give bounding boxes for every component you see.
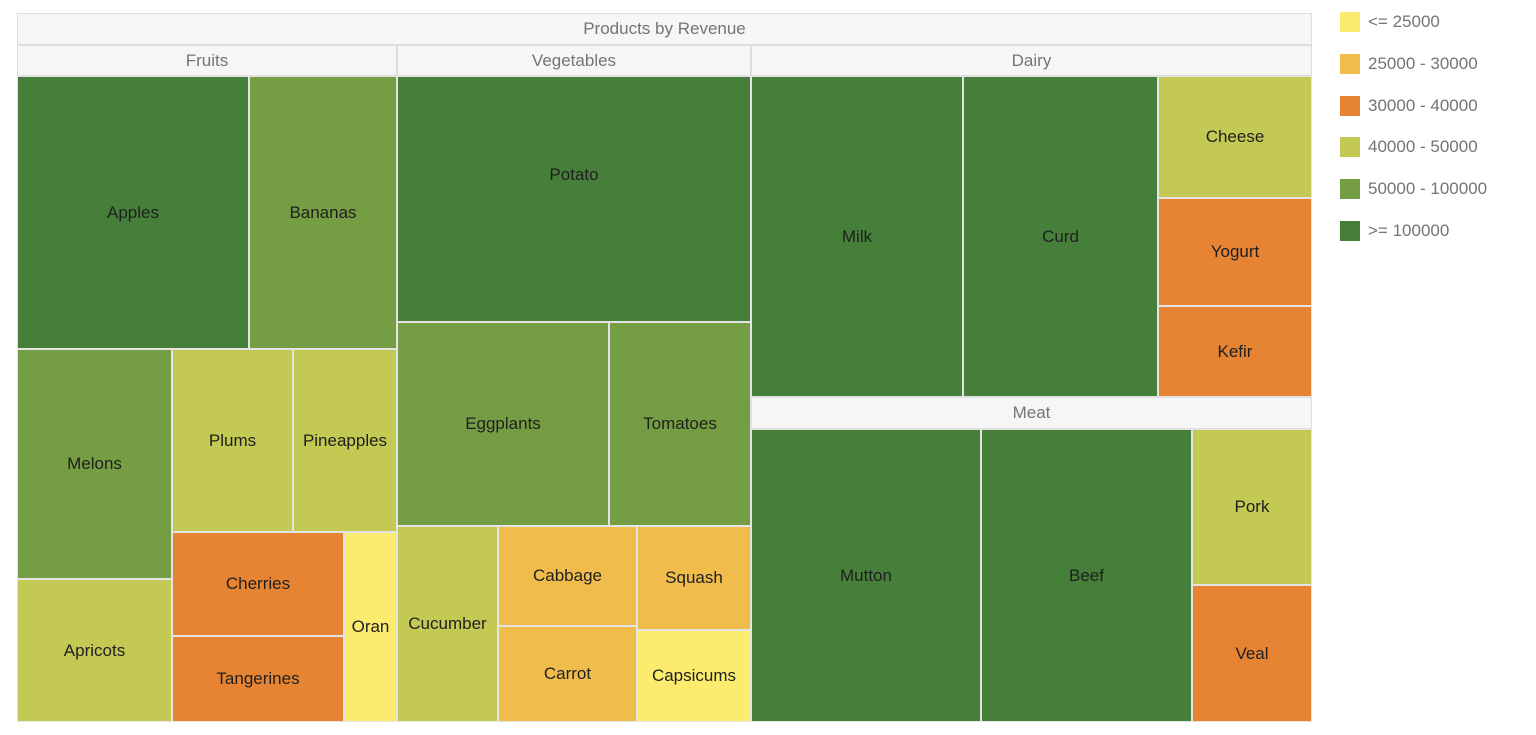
group-header-vegetables: Vegetables — [397, 45, 751, 76]
tile-yogurt: Yogurt — [1158, 198, 1312, 306]
legend-label: 50000 - 100000 — [1368, 179, 1488, 199]
legend-label: 30000 - 40000 — [1368, 95, 1478, 115]
legend-swatch — [1340, 12, 1360, 32]
legend-item: 30000 - 40000 — [1340, 94, 1530, 116]
tile-oran: Oran — [344, 532, 397, 722]
group-header-meat: Meat — [751, 397, 1312, 429]
tile-cucumber: Cucumber — [397, 526, 498, 722]
legend-label: <= 25000 — [1368, 12, 1440, 31]
tile-melons: Melons — [17, 349, 172, 579]
legend-swatch — [1340, 179, 1360, 200]
legend-item: <= 25000 — [1340, 10, 1530, 32]
tile-apricots: Apricots — [17, 579, 172, 722]
tile-tomatoes: Tomatoes — [609, 322, 751, 526]
legend-swatch — [1340, 221, 1360, 241]
tile-apples: Apples — [17, 76, 249, 349]
tile-cabbage: Cabbage — [498, 526, 637, 626]
chart-title: Products by Revenue — [17, 13, 1312, 45]
legend-item: 25000 - 30000 — [1340, 52, 1530, 74]
tile-milk: Milk — [751, 76, 963, 397]
legend-label: 40000 - 50000 — [1368, 137, 1478, 157]
legend-swatch — [1340, 53, 1360, 74]
tile-eggplants: Eggplants — [397, 322, 609, 526]
legend-item: 50000 - 100000 — [1340, 177, 1530, 200]
tile-curd: Curd — [963, 76, 1158, 397]
group-header-dairy: Dairy — [751, 45, 1312, 76]
tile-cheese: Cheese — [1158, 76, 1312, 198]
tile-capsicums: Capsicums — [637, 630, 751, 722]
group-header-fruits: Fruits — [17, 45, 397, 76]
tile-pineapples: Pineapples — [293, 349, 397, 532]
tile-bananas: Bananas — [249, 76, 397, 349]
tile-potato: Potato — [397, 76, 751, 322]
tile-pork: Pork — [1192, 429, 1312, 585]
tile-veal: Veal — [1192, 585, 1312, 722]
legend-swatch — [1340, 95, 1360, 116]
legend-item: >= 100000 — [1340, 219, 1530, 241]
legend-swatch — [1340, 137, 1360, 158]
tile-tangerines: Tangerines — [172, 636, 344, 722]
tile-cherries: Cherries — [172, 532, 344, 636]
legend-item: 40000 - 50000 — [1340, 135, 1530, 158]
tile-mutton: Mutton — [751, 429, 981, 722]
tile-kefir: Kefir — [1158, 306, 1312, 397]
tile-plums: Plums — [172, 349, 293, 532]
legend-label: 25000 - 30000 — [1368, 53, 1478, 73]
tile-beef: Beef — [981, 429, 1192, 722]
tile-carrot: Carrot — [498, 626, 637, 722]
tile-squash: Squash — [637, 526, 751, 630]
legend-label: >= 100000 — [1368, 221, 1450, 240]
